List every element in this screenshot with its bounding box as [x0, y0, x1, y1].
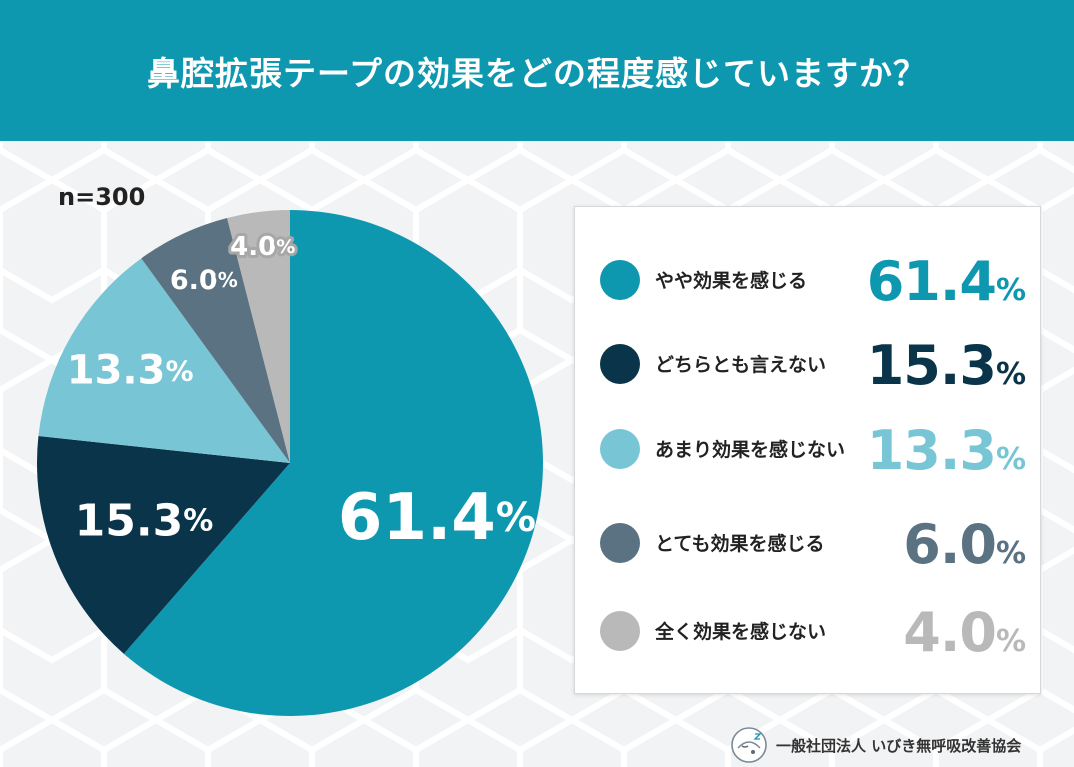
- legend-label: 全く効果を感じない: [655, 621, 827, 643]
- pie-data-label: 15.3%: [75, 495, 214, 546]
- legend-label: やや効果を感じる: [655, 270, 808, 292]
- pie-data-label: 61.4%: [338, 481, 536, 555]
- legend-percent-sign: %: [995, 624, 1026, 659]
- page-title: 鼻腔拡張テープの効果をどの程度感じていますか？: [146, 53, 928, 93]
- legend-percent-sign: %: [995, 442, 1026, 477]
- legend-swatch: [600, 344, 640, 384]
- pie-slice: [36, 436, 290, 654]
- legend-item: あまり効果を感じない 13.3%: [575, 419, 1040, 482]
- legend-value-number: 13.3: [866, 419, 997, 482]
- legend-panel: やや効果を感じる 61.4% どちらとも言えない 15.3% あまり効果を感じな…: [574, 206, 1041, 694]
- sample-size: n=300: [58, 183, 146, 211]
- legend-value-number: 15.3: [866, 334, 997, 397]
- pie-chart: 61.4% 15.3% 13.3% 6.0%4.0%: [36, 210, 544, 717]
- pie-slice: [227, 210, 290, 463]
- pie-slice: [38, 258, 291, 463]
- legend-label: とても効果を感じる: [655, 533, 825, 555]
- legend-item: とても効果を感じる 6.0%: [575, 513, 1040, 576]
- legend-label: どちらとも言えない: [655, 354, 827, 376]
- pie-slice: [141, 217, 290, 463]
- pie-data-label: 13.3%: [67, 347, 194, 393]
- legend-item: どちらとも言えない 15.3%: [575, 334, 1040, 397]
- legend-value: 6.0%: [903, 513, 1026, 576]
- legend-value-number: 6.0: [903, 513, 997, 576]
- legend-value-number: 61.4: [866, 250, 997, 313]
- legend-value-number: 4.0: [903, 601, 997, 664]
- legend-swatch: [600, 611, 640, 651]
- legend-value: 61.4%: [867, 250, 1026, 313]
- sleeping-face-logo-icon: [731, 727, 767, 763]
- pie-slice: [123, 210, 544, 717]
- legend-percent-sign: %: [995, 273, 1026, 308]
- legend-value: 4.0%: [903, 601, 1026, 664]
- legend-swatch: [600, 429, 640, 469]
- legend-percent-sign: %: [995, 357, 1026, 392]
- legend-item: やや効果を感じる 61.4%: [575, 250, 1040, 313]
- legend-value: 13.3%: [867, 419, 1026, 482]
- footer-credit: 一般社団法人 いびき無呼吸改善協会: [730, 726, 1021, 764]
- organization-name: 一般社団法人 いびき無呼吸改善協会: [776, 736, 1022, 755]
- legend-item: 全く効果を感じない 4.0%: [575, 601, 1040, 664]
- legend-value: 15.3%: [867, 334, 1026, 397]
- legend-percent-sign: %: [995, 536, 1026, 571]
- pie-data-label: 6.0%: [170, 264, 238, 295]
- header-banner: 鼻腔拡張テープの効果をどの程度感じていますか？: [0, 0, 1074, 141]
- pie-data-label: 4.0%: [230, 232, 295, 262]
- legend-swatch: [600, 523, 640, 563]
- legend-swatch: [600, 260, 640, 300]
- legend-label: あまり効果を感じない: [655, 439, 846, 461]
